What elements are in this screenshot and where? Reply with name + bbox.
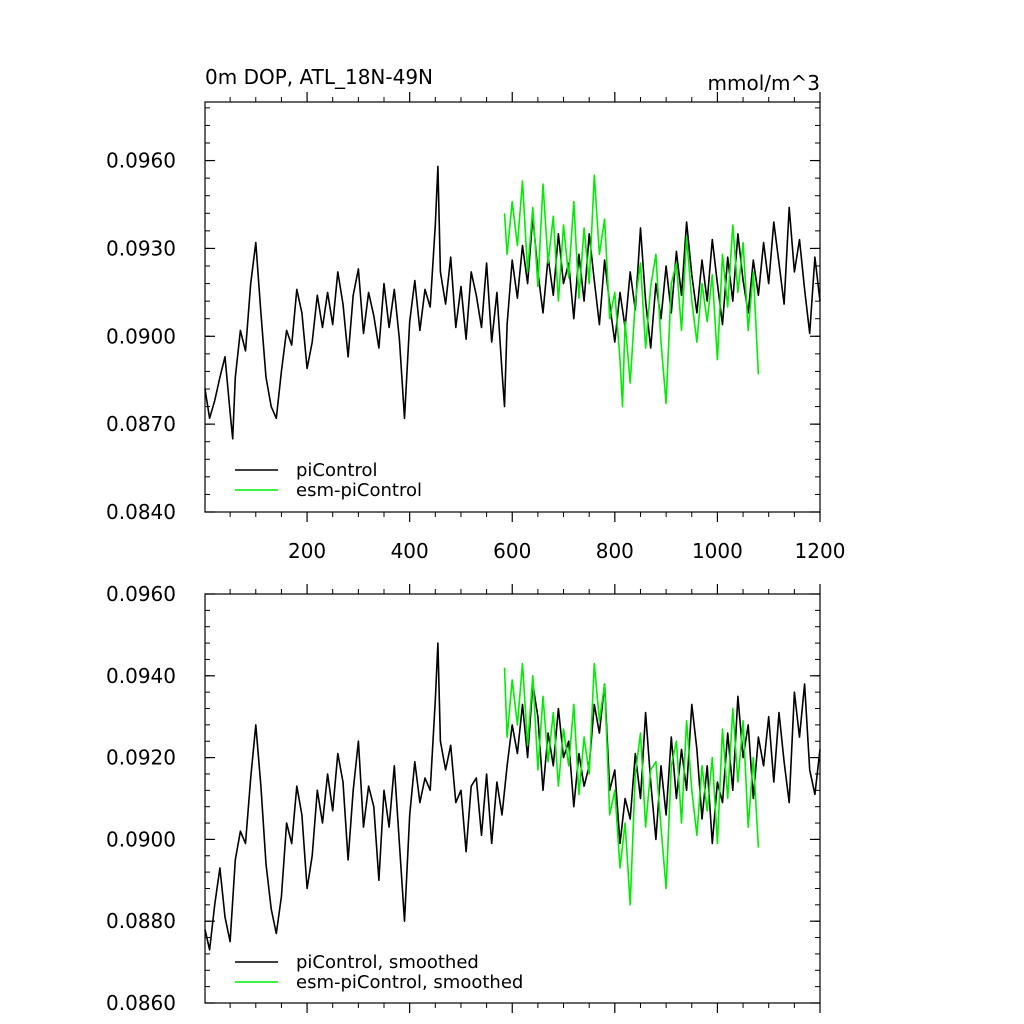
legend-label-esm-piControl-smoothed: esm-piControl, smoothed bbox=[296, 972, 523, 993]
y-tick-label: 0.0860 bbox=[106, 991, 176, 1015]
x-tick-label: 600 bbox=[493, 539, 531, 563]
x-tick-label: 1200 bbox=[795, 539, 846, 563]
x-tick-label: 800 bbox=[596, 539, 634, 563]
series-line-picontrol-smoothed bbox=[204, 642, 821, 951]
y-tick-label: 0.0900 bbox=[106, 324, 176, 348]
y-tick-label: 0.0960 bbox=[106, 582, 176, 606]
bottom-panel-legend: piControl, smoothed esm-piControl, smoot… bbox=[235, 952, 523, 993]
top-panel-series bbox=[204, 165, 821, 440]
y-tick-label: 0.0870 bbox=[106, 412, 176, 436]
chart-title: 0m DOP, ATL_18N-49N bbox=[205, 65, 433, 89]
x-tick-label: 400 bbox=[391, 539, 429, 563]
top-panel-ticks: 0.0840 0.0870 0.0900 0.0930 0.0960 200 400 600 8… bbox=[106, 92, 845, 563]
bottom-panel: 0.0860 0.0880 0.0900 0.0920 0.0940 0.0960 piC… bbox=[106, 582, 821, 1015]
series-line-esm-picontrol-smoothed bbox=[503, 662, 760, 906]
x-tick-label: 200 bbox=[288, 539, 326, 563]
bottom-panel-ticks: 0.0860 0.0880 0.0900 0.0920 0.0940 0.0960 bbox=[106, 582, 821, 1015]
y-tick-label: 0.0960 bbox=[106, 149, 176, 173]
top-panel: 0.0840 0.0870 0.0900 0.0930 0.0960 200 400 600 8… bbox=[106, 92, 845, 563]
x-tick-label: 1000 bbox=[692, 539, 743, 563]
bottom-panel-series bbox=[204, 642, 821, 951]
y-tick-label: 0.0940 bbox=[106, 664, 176, 688]
legend-label-esm-piControl: esm-piControl bbox=[296, 480, 422, 501]
chart-units: mmol/m^3 bbox=[708, 71, 820, 95]
legend-label-piControl: piControl bbox=[296, 460, 378, 481]
y-tick-label: 0.0920 bbox=[106, 746, 176, 770]
y-tick-label: 0.0930 bbox=[106, 236, 176, 260]
y-tick-label: 0.0880 bbox=[106, 909, 176, 933]
top-panel-legend: piControl esm-piControl bbox=[235, 460, 422, 501]
series-line-esm-picontrol bbox=[503, 174, 760, 408]
y-tick-label: 0.0840 bbox=[106, 500, 176, 524]
series-line-picontrol bbox=[204, 165, 821, 440]
legend-label-piControl-smoothed: piControl, smoothed bbox=[296, 952, 479, 973]
y-tick-label: 0.0900 bbox=[106, 827, 176, 851]
